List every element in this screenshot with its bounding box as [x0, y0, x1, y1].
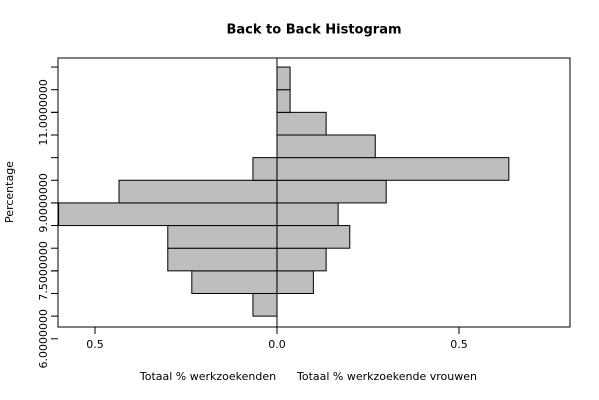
bar	[118, 179, 278, 204]
bar	[276, 66, 291, 91]
bar	[276, 157, 510, 181]
bar	[252, 292, 278, 317]
y-tick-label: 7.5000000	[37, 241, 50, 301]
y-tick-label: 6.0000000	[37, 309, 50, 369]
bar	[167, 225, 278, 249]
x-tick-label: 0.5	[450, 338, 468, 351]
bar	[276, 134, 376, 159]
bar	[191, 270, 278, 294]
bar	[58, 202, 278, 227]
bar	[276, 111, 327, 136]
right-series-label: Totaal % werkzoekende vrouwen	[296, 370, 477, 383]
x-tick-label: 0.0	[268, 338, 286, 351]
left-series-label: Totaal % werkzoekenden	[139, 370, 276, 383]
bar	[276, 247, 327, 272]
y-axis-label: Percentage	[3, 161, 16, 223]
bar	[252, 157, 278, 181]
bar	[276, 89, 291, 113]
bar	[276, 225, 351, 249]
plot-frame	[57, 57, 571, 328]
bar	[276, 179, 387, 204]
chart-title: Back to Back Histogram	[226, 23, 401, 38]
bar	[276, 202, 339, 227]
y-tick-label: 9.0000000	[37, 173, 50, 233]
x-tick-label: 0.5	[86, 338, 104, 351]
bar	[276, 270, 314, 294]
bar	[167, 247, 278, 272]
y-tick-label: 11.0000000	[37, 79, 50, 145]
